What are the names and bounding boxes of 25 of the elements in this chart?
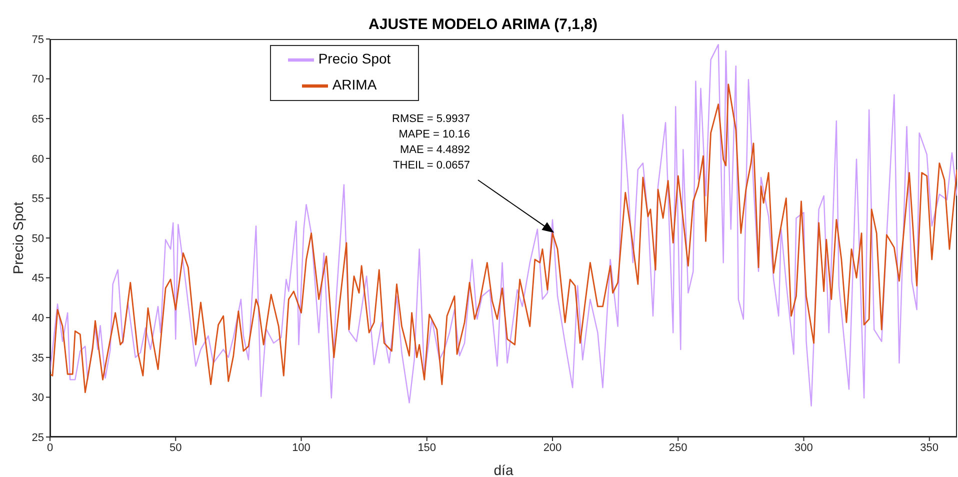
y-tick-label: 25 xyxy=(32,432,44,444)
y-tick-label: 55 xyxy=(32,193,44,206)
x-tick-label: 250 xyxy=(668,442,688,454)
x-tick-label: 350 xyxy=(920,442,939,454)
y-tick-label: 45 xyxy=(32,272,44,285)
y-tick-label: 40 xyxy=(32,312,44,325)
y-tick-label: 60 xyxy=(32,153,44,166)
y-tick-label: 30 xyxy=(32,392,44,404)
x-tick-label: 100 xyxy=(292,442,310,454)
y-tick-label: 75 xyxy=(32,34,44,46)
y-tick-label: 50 xyxy=(32,232,44,245)
x-tick-label: 150 xyxy=(418,442,436,454)
y-tick-label: 35 xyxy=(32,352,44,364)
x-axis-title: día xyxy=(494,462,514,477)
annotation: RMSE = 5.9937 MAPE = 10.16 MAE = 4.4892 THEIL = 0.0657 xyxy=(392,113,470,172)
y-tick-label: 65 xyxy=(32,114,44,126)
y-axis-title: Precio Spot xyxy=(10,202,26,274)
chart-title: AJUSTE MODELO ARIMA (7,1,8) xyxy=(368,16,598,33)
legend-label: ARIMA xyxy=(332,76,377,93)
x-tick-label: 50 xyxy=(170,442,182,454)
x-tick-label: 300 xyxy=(794,442,813,454)
x-tick-label: 0 xyxy=(46,442,54,454)
y-tick-label: 70 xyxy=(32,74,44,86)
x-tick-label: 200 xyxy=(543,442,562,454)
legend-label: Precio Spot xyxy=(318,50,391,67)
